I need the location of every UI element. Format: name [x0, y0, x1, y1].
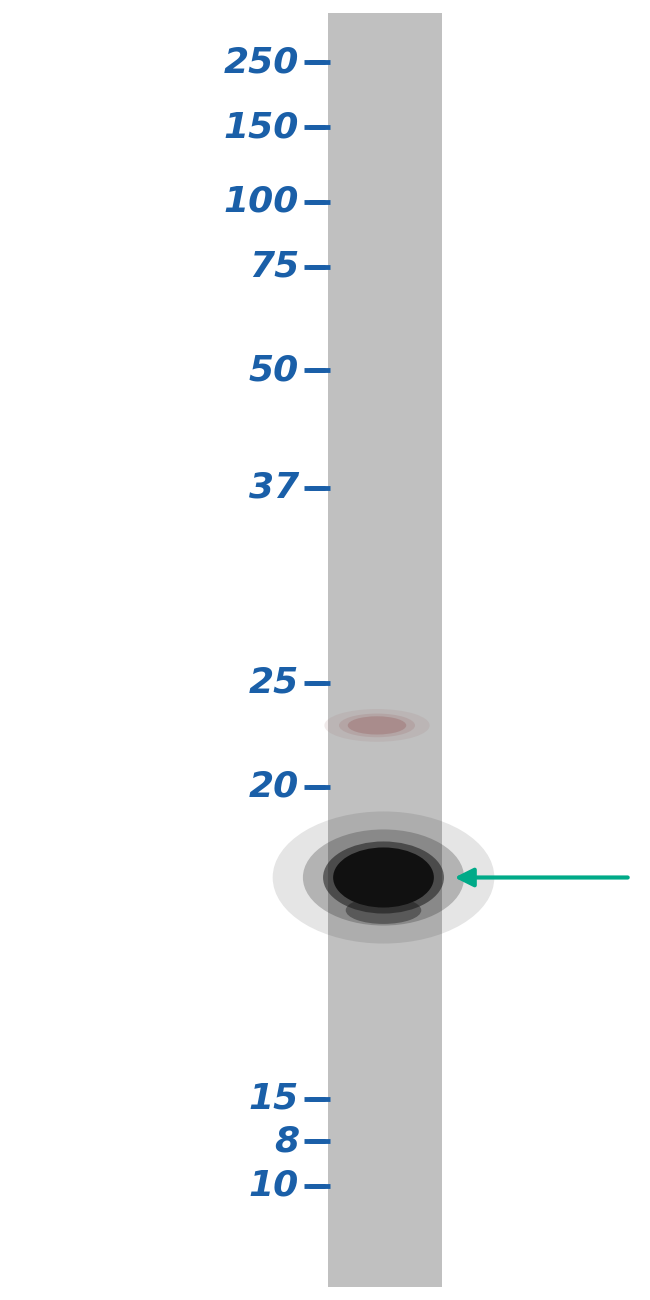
- Text: 37: 37: [249, 471, 299, 504]
- Bar: [328, 13, 442, 1287]
- Ellipse shape: [323, 841, 444, 914]
- Ellipse shape: [324, 708, 430, 742]
- Text: 150: 150: [224, 111, 299, 144]
- Text: 10: 10: [249, 1169, 299, 1202]
- Ellipse shape: [303, 829, 464, 926]
- Text: 100: 100: [224, 185, 299, 218]
- Text: 15: 15: [249, 1082, 299, 1115]
- Ellipse shape: [333, 848, 434, 907]
- Ellipse shape: [346, 897, 421, 924]
- Ellipse shape: [339, 714, 415, 737]
- Text: 50: 50: [249, 354, 299, 387]
- Text: 250: 250: [224, 46, 299, 79]
- Text: 75: 75: [249, 250, 299, 283]
- Text: 8: 8: [274, 1124, 299, 1158]
- Text: 20: 20: [249, 770, 299, 803]
- Ellipse shape: [348, 716, 406, 734]
- Text: 25: 25: [249, 666, 299, 699]
- Ellipse shape: [273, 811, 495, 944]
